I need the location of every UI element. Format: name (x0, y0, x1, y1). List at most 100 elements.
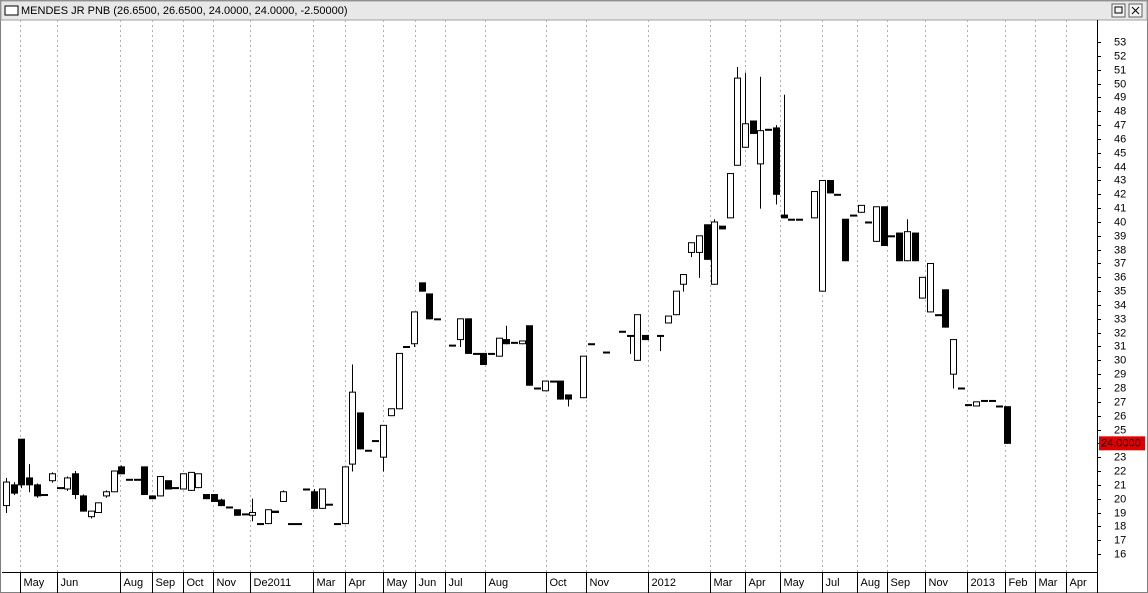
candle-body (26, 477, 33, 486)
x-tick-label: 2013 (971, 577, 995, 589)
restore-button[interactable] (1111, 3, 1126, 18)
candle-body (326, 503, 333, 506)
x-tick-label: Oct (187, 577, 204, 589)
candle-body (834, 193, 841, 196)
candle-body (642, 334, 649, 341)
y-tick-label: 29 (1114, 368, 1126, 380)
x-tick-label: Mar (1039, 577, 1058, 589)
candle-body (457, 318, 464, 341)
candle-body (942, 289, 949, 328)
y-tick-label: 25 (1114, 424, 1126, 436)
candle-body (426, 293, 433, 320)
candle-body (303, 488, 310, 491)
candle-body (242, 513, 249, 516)
x-tick-label: Nov (590, 577, 610, 589)
candle-body (388, 408, 395, 417)
y-tick-label: 35 (1114, 285, 1126, 297)
window-icon[interactable] (4, 5, 19, 16)
candle-body (257, 523, 264, 526)
candle-body (919, 276, 926, 299)
candle-body (511, 341, 518, 344)
y-tick-label: 34 (1114, 299, 1126, 311)
candle-body (480, 352, 487, 365)
candle-body (403, 345, 410, 348)
restore-icon (1114, 6, 1123, 14)
candle-body (627, 334, 634, 337)
y-tick-label: 33 (1114, 313, 1126, 325)
candle-body (973, 401, 980, 407)
y-tick-label: 18 (1114, 520, 1126, 532)
candle-body (781, 214, 788, 219)
x-tick-label: 2012 (652, 577, 676, 589)
candle-body (503, 339, 510, 345)
x-tick-label: Aug (861, 577, 881, 589)
candle-body (180, 473, 187, 490)
y-tick-label: 45 (1114, 147, 1126, 159)
candle-body (265, 509, 272, 525)
chart-title: MENDES JR PNB (26.6500, 26.6500, 24.0000… (21, 5, 348, 17)
candle-body (550, 380, 557, 383)
candle-body (673, 290, 680, 316)
candle-body (858, 204, 865, 213)
y-tick-label: 28 (1114, 382, 1126, 394)
y-tick-label: 43 (1114, 174, 1126, 186)
close-icon (1131, 6, 1140, 15)
candle-body (696, 235, 703, 253)
candle-body (411, 311, 418, 345)
candle-body (172, 487, 179, 490)
candle-body (657, 334, 664, 337)
candle-body (989, 399, 996, 402)
y-tick-label: 20 (1114, 493, 1126, 505)
x-tick-label: Aug (124, 577, 144, 589)
candle-body (488, 352, 495, 355)
candle-body (873, 206, 880, 242)
x-tick-label: Oct (550, 577, 567, 589)
candle-body (396, 352, 403, 410)
candle-body (1004, 406, 1011, 444)
candle-body (688, 242, 695, 253)
candle-body (449, 344, 456, 347)
candle-body (704, 224, 711, 260)
x-tick-label: Apr (749, 577, 766, 589)
candle-body (334, 523, 341, 526)
candle-body (912, 232, 919, 262)
candle-body (888, 235, 895, 238)
candle-body (272, 510, 279, 514)
candle-body (773, 127, 780, 195)
y-tick-label: 21 (1114, 479, 1126, 491)
x-tick-label: Mar (317, 577, 336, 589)
candle-body (165, 480, 172, 490)
candle-body (357, 412, 364, 450)
candle-body (765, 128, 772, 131)
y-tick-label: 51 (1114, 64, 1126, 76)
y-tick-label: 22 (1114, 465, 1126, 477)
candle-body (557, 380, 564, 400)
candle-body (203, 494, 210, 500)
candle-body (542, 380, 549, 392)
candle-body (896, 232, 903, 262)
y-tick-label: 19 (1114, 507, 1126, 519)
y-tick-label: 42 (1114, 188, 1126, 200)
candle-body (280, 491, 287, 502)
candle-body (680, 274, 687, 285)
y-tick-label: 27 (1114, 396, 1126, 408)
candle-body (496, 337, 503, 357)
candle-body (827, 179, 834, 194)
y-tick-label: 44 (1114, 161, 1126, 173)
candle-body (419, 282, 426, 292)
x-tick-label: May (784, 577, 805, 589)
y-tick-label: 38 (1114, 244, 1126, 256)
candle-body (342, 466, 349, 525)
y-tick-label: 41 (1114, 202, 1126, 214)
y-tick-label: 52 (1114, 50, 1126, 62)
y-tick-label: 40 (1114, 216, 1126, 228)
x-tick-label: Aug (489, 577, 509, 589)
candle-body (950, 339, 957, 375)
candle-body (41, 494, 48, 497)
candle-body (126, 478, 133, 481)
candle-body (519, 340, 526, 345)
y-tick-label: 16 (1114, 548, 1126, 560)
candle-body (141, 466, 148, 496)
